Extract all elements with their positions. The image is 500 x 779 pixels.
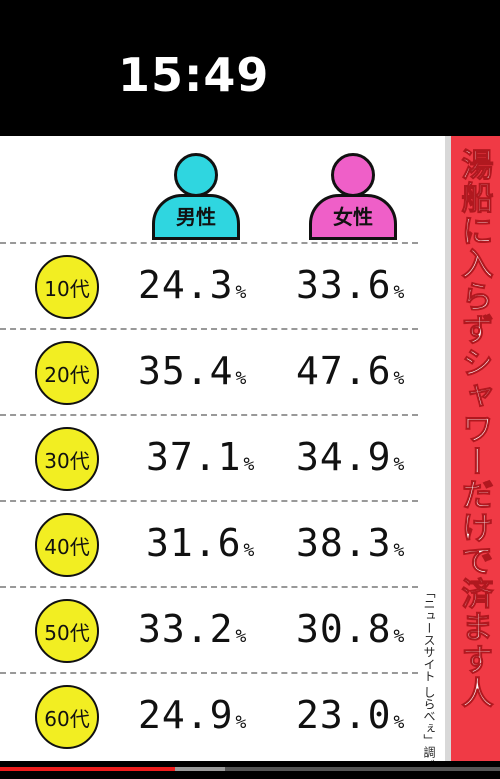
female-value: 23.0% bbox=[296, 693, 406, 737]
female-head-icon bbox=[331, 153, 375, 197]
male-value: 24.3% bbox=[138, 263, 248, 307]
title-banner: 湯船に入らずシャワーだけで済ます人 bbox=[451, 136, 500, 761]
progress-track bbox=[0, 767, 500, 771]
row-separator bbox=[0, 586, 418, 588]
male-value: 31.6% bbox=[146, 521, 256, 565]
row-separator bbox=[0, 500, 418, 502]
female-value: 34.9% bbox=[296, 435, 406, 479]
female-value: 38.3% bbox=[296, 521, 406, 565]
banner-title: 湯船に入らずシャワーだけで済ます人 bbox=[456, 148, 495, 710]
clock: 15:49 bbox=[118, 48, 270, 102]
age-badge: 40代 bbox=[35, 513, 99, 577]
row-separator bbox=[0, 414, 418, 416]
male-body-icon: 男性 bbox=[152, 194, 240, 240]
progress-buffered bbox=[175, 767, 225, 771]
age-badge: 10代 bbox=[35, 255, 99, 319]
progress-played bbox=[0, 767, 175, 771]
male-value: 35.4% bbox=[138, 349, 248, 393]
female-value: 47.6% bbox=[296, 349, 406, 393]
age-badge: 30代 bbox=[35, 427, 99, 491]
divider bbox=[445, 136, 453, 779]
row-separator bbox=[0, 328, 418, 330]
male-value: 37.1% bbox=[146, 435, 256, 479]
table-row: 60代 24.9% 23.0% bbox=[0, 673, 445, 759]
table-row: 40代 31.6% 38.3% bbox=[0, 501, 445, 587]
table-row: 20代 35.4% 47.6% bbox=[0, 329, 445, 415]
table-row: 50代 33.2% 30.8% bbox=[0, 587, 445, 673]
age-badge: 20代 bbox=[35, 341, 99, 405]
male-header: 男性 bbox=[150, 150, 242, 242]
row-separator bbox=[0, 672, 418, 674]
female-value: 33.6% bbox=[296, 263, 406, 307]
age-badge: 50代 bbox=[35, 599, 99, 663]
row-separator bbox=[0, 242, 418, 244]
male-label: 男性 bbox=[176, 204, 216, 229]
status-bar: 15:49 bbox=[0, 0, 500, 136]
table-row: 30代 37.1% 34.9% bbox=[0, 415, 445, 501]
table-row: 10代 24.3% 33.6% bbox=[0, 243, 445, 329]
female-value: 30.8% bbox=[296, 607, 406, 651]
female-header: 女性 bbox=[305, 150, 400, 242]
female-body-icon: 女性 bbox=[309, 194, 397, 240]
male-value: 33.2% bbox=[138, 607, 248, 651]
source-note: 「ニュースサイト しらべぇ」調べ bbox=[422, 586, 436, 770]
video-progress-bar[interactable] bbox=[0, 761, 500, 779]
male-value: 24.9% bbox=[138, 693, 248, 737]
male-head-icon bbox=[174, 153, 218, 197]
age-badge: 60代 bbox=[35, 685, 99, 749]
female-label: 女性 bbox=[333, 204, 373, 229]
